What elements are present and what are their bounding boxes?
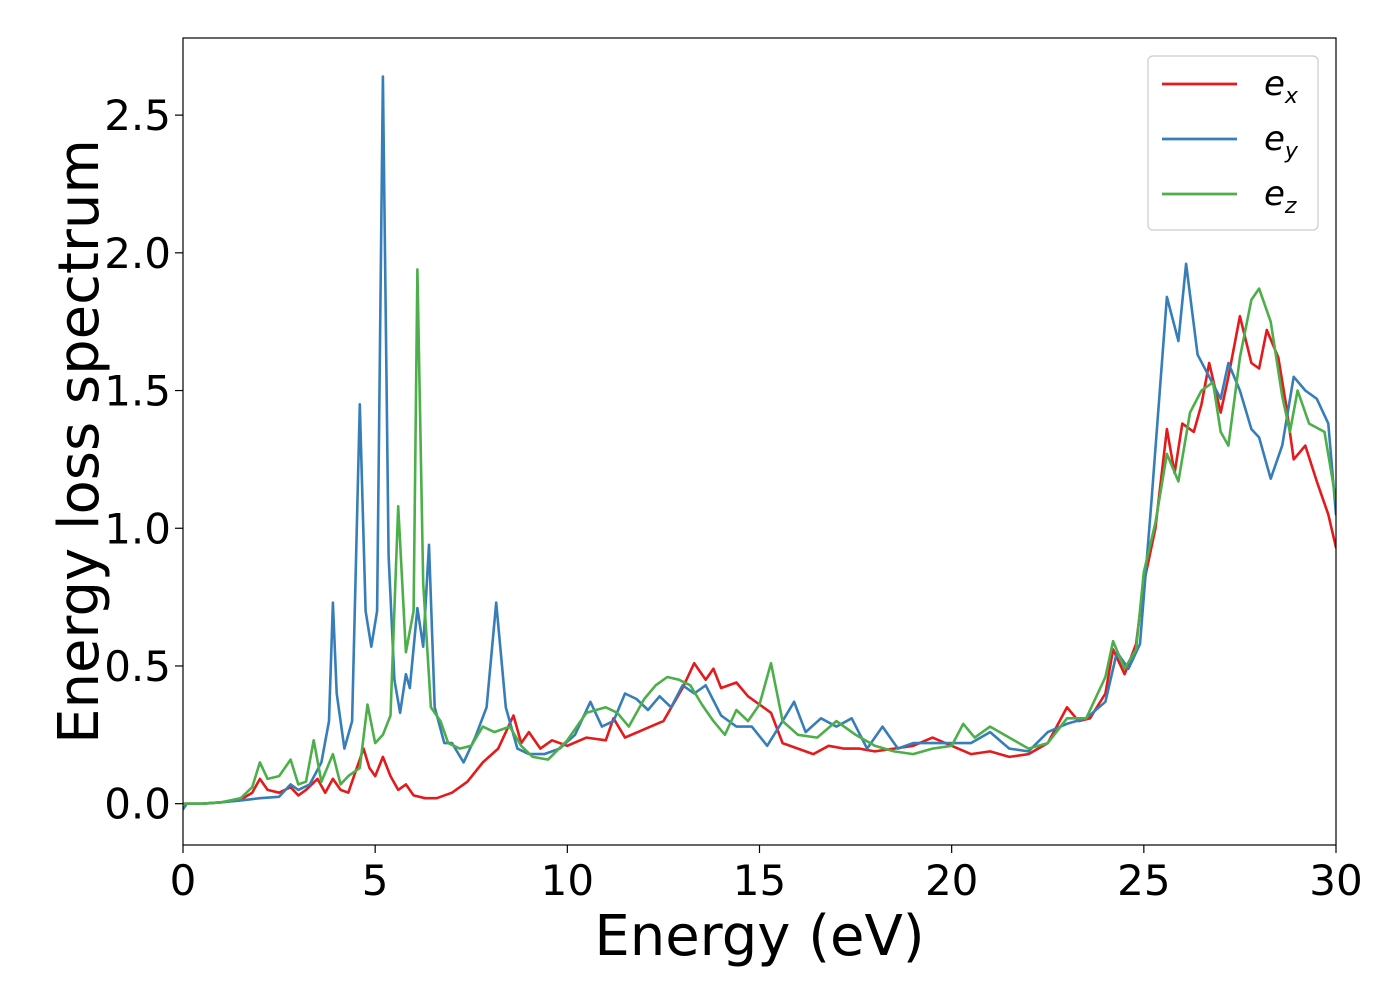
x-tick-label: 15: [733, 856, 786, 905]
y-axis-ticks: 0.0 0.5 1.0 1.5 2.0 2.5: [104, 91, 183, 829]
series-line-e-x: [183, 314, 1336, 805]
series-layer: [183, 75, 1336, 811]
y-tick-label: 2.5: [104, 91, 171, 140]
y-tick-label: 0.0: [104, 780, 171, 829]
legend-label-x: ex: [1264, 64, 1299, 109]
y-tick-label: 1.0: [104, 504, 171, 553]
series-line-e-z: [183, 268, 1336, 805]
x-tick-label: 30: [1309, 856, 1362, 905]
y-tick-label: 2.0: [104, 229, 171, 278]
y-tick-label: 1.5: [104, 367, 171, 416]
legend-label-y: ey: [1264, 119, 1299, 164]
x-axis-title: Energy (eV): [594, 904, 924, 969]
x-tick-label: 0: [170, 856, 197, 905]
x-tick-label: 20: [925, 856, 978, 905]
x-tick-label: 5: [362, 856, 389, 905]
legend: ex ey ez: [1147, 55, 1319, 231]
x-axis-ticks: 0 5 10 15 20 25 30: [170, 845, 1363, 905]
x-tick-label: 25: [1117, 856, 1170, 905]
legend-label-z: ez: [1264, 174, 1297, 219]
series-line-e-y: [183, 75, 1336, 811]
y-axis-title: Energy loss spectrum: [47, 139, 112, 744]
legend-box: [1147, 55, 1319, 231]
x-tick-label: 10: [541, 856, 594, 905]
y-tick-label: 0.5: [104, 642, 171, 691]
